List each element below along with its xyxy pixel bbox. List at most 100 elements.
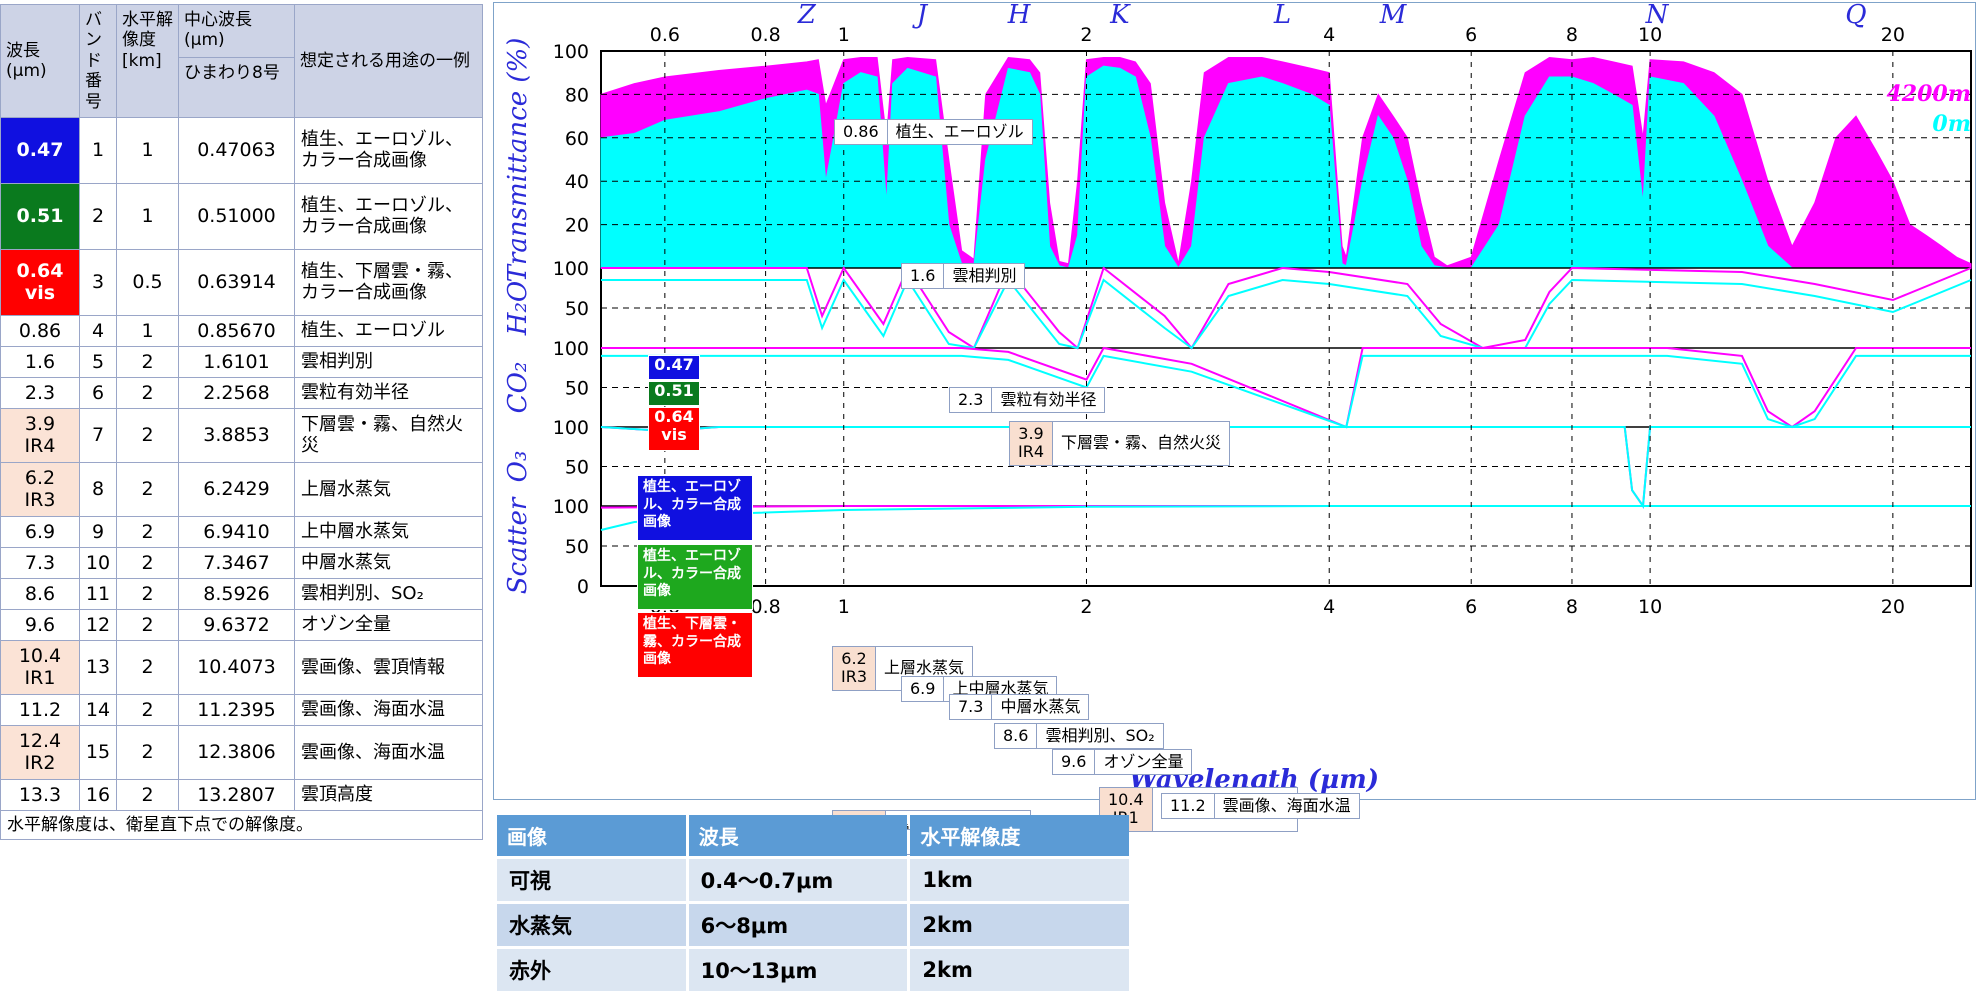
band-note-wavelength: 7.3 bbox=[950, 695, 993, 720]
wl-cell: 8.6 bbox=[0, 577, 80, 610]
summary-header-cell: 水平解像度 bbox=[910, 815, 1129, 856]
main-y-tick-label: 20 bbox=[565, 215, 589, 237]
table-row: 0.64 vis 3 0.5 0.63914 植生、下層雲・霧、カラー合成画像 bbox=[0, 248, 483, 316]
band-cell: 15 bbox=[79, 724, 117, 780]
wl-cell: 0.64 vis bbox=[0, 248, 80, 316]
usage-cell: 植生、エーロゾル、カラー合成画像 bbox=[294, 116, 483, 184]
band-note: 0.86 植生、エーロゾル bbox=[834, 119, 1033, 146]
band-note-wavelength: 2.3 bbox=[950, 388, 993, 413]
resolution-cell: 1 bbox=[116, 182, 179, 250]
legend-entry: 0m bbox=[1932, 111, 1971, 137]
band-cell: 4 bbox=[79, 314, 117, 347]
sub-y-tick-label: 100 bbox=[553, 258, 589, 280]
y-axis-label: Transmittance (%) bbox=[503, 38, 533, 283]
resolution-cell: 2 bbox=[116, 608, 179, 641]
band-letter: Q bbox=[1845, 3, 1866, 30]
band-note-text: 雲粒有効半径 bbox=[1000, 390, 1097, 409]
band-cell: 3 bbox=[79, 248, 117, 316]
band-note-wavelength: 11.2 bbox=[1162, 794, 1215, 819]
resolution-cell: 2 bbox=[116, 639, 179, 695]
resolution-cell: 2 bbox=[116, 407, 179, 463]
summary-row: 可視 0.4〜0.7μm 1km bbox=[497, 859, 1129, 901]
top-x-tick-label: 2 bbox=[1080, 24, 1092, 46]
center-wavelength-cell: 1.6101 bbox=[178, 345, 295, 378]
band-note-text: 上層水蒸気 bbox=[884, 658, 965, 678]
usage-cell: 上層水蒸気 bbox=[294, 461, 483, 517]
bottom-x-tick-label: 20 bbox=[1881, 596, 1905, 618]
band-note: 11.2 雲画像、海面水温 bbox=[1161, 793, 1360, 820]
table-row: 0.51 2 1 0.51000 植生、エーロゾル、カラー合成画像 bbox=[0, 182, 483, 250]
band-note-wavelength: 9.6 bbox=[1053, 750, 1096, 775]
summary-cell: 6〜8μm bbox=[688, 904, 908, 946]
summary-header-cell: 波長 bbox=[688, 815, 908, 856]
band-cell: 14 bbox=[79, 693, 117, 726]
band-cell: 11 bbox=[79, 577, 117, 610]
sub-y-tick-label: 100 bbox=[553, 338, 589, 360]
top-x-tick-label: 6 bbox=[1465, 24, 1477, 46]
band-note-wavelength: 6.2 IR3 bbox=[833, 647, 877, 690]
visible-band-usage: 植生、エーロゾル、カラー合成画像 bbox=[637, 544, 753, 610]
band-note: 7.3 中層水蒸気 bbox=[949, 694, 1090, 721]
header-himawari: ひまわり8号 bbox=[178, 57, 295, 118]
sub-panel-label: Scatter bbox=[503, 496, 533, 594]
table-row: 0.86 4 1 0.85670 植生、エーロゾル bbox=[0, 314, 483, 347]
band-note-text: 雲画像、海面水温 bbox=[1222, 796, 1351, 815]
table-row: 6.9 9 2 6.9410 上中層水蒸気 bbox=[0, 515, 483, 548]
summary-cell: 水蒸気 bbox=[497, 904, 686, 946]
wl-cell: 7.3 bbox=[0, 546, 80, 579]
summary-cell: 赤外 bbox=[497, 949, 686, 991]
band-note-wavelength: 8.6 bbox=[995, 724, 1038, 749]
table-footnote: 水平解像度は、衛星直下点での解像度。 bbox=[0, 809, 483, 841]
usage-cell: 中層水蒸気 bbox=[294, 546, 483, 579]
table-row: 12.4 IR2 15 2 12.3806 雲画像、海面水温 bbox=[0, 724, 483, 780]
resolution-cell: 2 bbox=[116, 546, 179, 579]
summary-table: 画像 波長 水平解像度 可視 0.4〜0.7μm 1km 水蒸気 6〜8μm 2km 赤外 10〜… bbox=[494, 812, 1132, 994]
band-note-wavelength: 0.86 bbox=[835, 120, 888, 145]
bottom-x-tick-label: 8 bbox=[1566, 596, 1578, 618]
table-row: 10.4 IR1 13 2 10.4073 雲画像、雲頂情報 bbox=[0, 639, 483, 695]
resolution-cell: 0.5 bbox=[116, 248, 179, 316]
band-note-text: 下層雲・霧、自然火災 bbox=[1061, 433, 1222, 453]
usage-cell: 植生、エーロゾル bbox=[294, 314, 483, 347]
table-row: 1.6 5 2 1.6101 雲相判別 bbox=[0, 345, 483, 378]
band-note-text: 雲相判別 bbox=[952, 266, 1017, 285]
band-cell: 6 bbox=[79, 376, 117, 409]
summary-cell: 0.4〜0.7μm bbox=[688, 859, 908, 901]
summary-cell: 2km bbox=[910, 904, 1129, 946]
main-y-tick-label: 40 bbox=[565, 171, 589, 193]
center-wavelength-cell: 12.3806 bbox=[178, 724, 295, 780]
band-letter: N bbox=[1645, 3, 1670, 30]
sub-y-tick-label: 50 bbox=[565, 298, 589, 320]
chart-svg: 1008060402010050H₂O10050CO₂10050O₃100500… bbox=[503, 3, 1972, 795]
usage-cell: 雲画像、海面水温 bbox=[294, 693, 483, 726]
legend-entry: 4200m bbox=[1886, 81, 1971, 107]
band-cell: 1 bbox=[79, 116, 117, 184]
resolution-cell: 2 bbox=[116, 376, 179, 409]
bottom-x-tick-label: 2 bbox=[1080, 596, 1092, 618]
header-band-number: バンド番号 bbox=[79, 4, 117, 118]
band-cell: 7 bbox=[79, 407, 117, 463]
sub-panel-label: O₃ bbox=[503, 451, 533, 483]
absorption-curve bbox=[601, 354, 1971, 429]
band-cell: 8 bbox=[79, 461, 117, 517]
resolution-cell: 2 bbox=[116, 577, 179, 610]
main-y-tick-label: 80 bbox=[565, 84, 589, 106]
center-wavelength-cell: 0.63914 bbox=[178, 248, 295, 316]
top-x-tick-label: 8 bbox=[1566, 24, 1578, 46]
top-x-tick-label: 0.6 bbox=[650, 24, 680, 46]
wl-cell: 12.4 IR2 bbox=[0, 724, 80, 780]
summary-header-cell: 画像 bbox=[497, 815, 686, 856]
visible-band-usage: 植生、下層雲・霧、カラー合成画像 bbox=[637, 612, 753, 678]
resolution-cell: 2 bbox=[116, 778, 179, 811]
table-row: 3.9 IR4 7 2 3.8853 下層雲・霧、自然火災 bbox=[0, 407, 483, 463]
absorption-curve bbox=[601, 277, 1972, 350]
band-note-text: 雲相判別、SO₂ bbox=[1045, 726, 1155, 745]
center-wavelength-cell: 13.2807 bbox=[178, 778, 295, 811]
band-note: 3.9 IR4 下層雲・霧、自然火災 bbox=[1009, 421, 1231, 466]
band-note-text: 中層水蒸気 bbox=[1000, 697, 1081, 716]
table-row: 0.47 1 1 0.47063 植生、エーロゾル、カラー合成画像 bbox=[0, 116, 483, 184]
wl-cell: 6.9 bbox=[0, 515, 80, 548]
band-letter: K bbox=[1109, 3, 1131, 30]
resolution-cell: 2 bbox=[116, 515, 179, 548]
header-wavelength: 波長(μm) bbox=[0, 4, 80, 118]
